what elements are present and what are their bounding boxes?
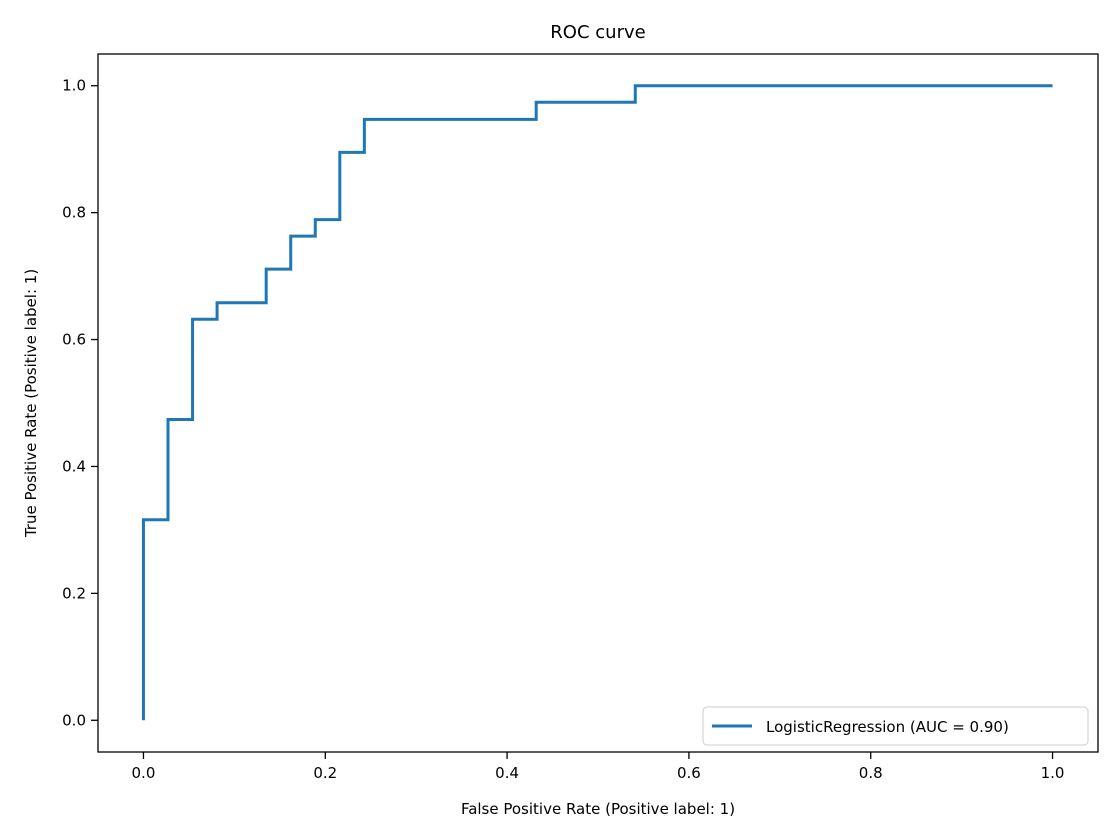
x-axis-title: False Positive Rate (Positive label: 1) <box>461 800 735 818</box>
series-line-0 <box>141 84 1053 721</box>
y-tick-label: 0.0 <box>62 711 86 729</box>
chart-title: ROC curve <box>550 22 645 43</box>
x-tick-label: 0.0 <box>132 764 156 782</box>
y-axis-ticks: 0.0 0.2 0.4 0.6 0.8 1.0 <box>62 77 98 729</box>
legend: LogisticRegression (AUC = 0.90) <box>702 706 1089 746</box>
legend-box <box>702 706 1089 746</box>
x-axis-ticks: 0.0 0.2 0.4 0.6 0.8 1.0 <box>132 752 1065 782</box>
legend-label: LogisticRegression (AUC = 0.90) <box>766 718 1009 736</box>
plot-area <box>97 53 1099 753</box>
y-axis-title: True Positive Rate (Positive label: 1) <box>22 269 40 538</box>
y-tick-label: 0.2 <box>62 584 86 602</box>
y-tick-label: 0.8 <box>62 204 86 222</box>
x-tick-label: 0.4 <box>495 764 519 782</box>
x-tick-label: 0.8 <box>859 764 883 782</box>
y-tick-label: 0.6 <box>62 331 86 349</box>
y-tick-label: 0.4 <box>62 457 86 475</box>
y-tick-label: 1.0 <box>62 77 86 95</box>
axes-frame <box>97 53 1099 753</box>
x-tick-label: 0.2 <box>313 764 337 782</box>
x-tick-label: 0.6 <box>677 764 701 782</box>
x-tick-label: 1.0 <box>1041 764 1065 782</box>
